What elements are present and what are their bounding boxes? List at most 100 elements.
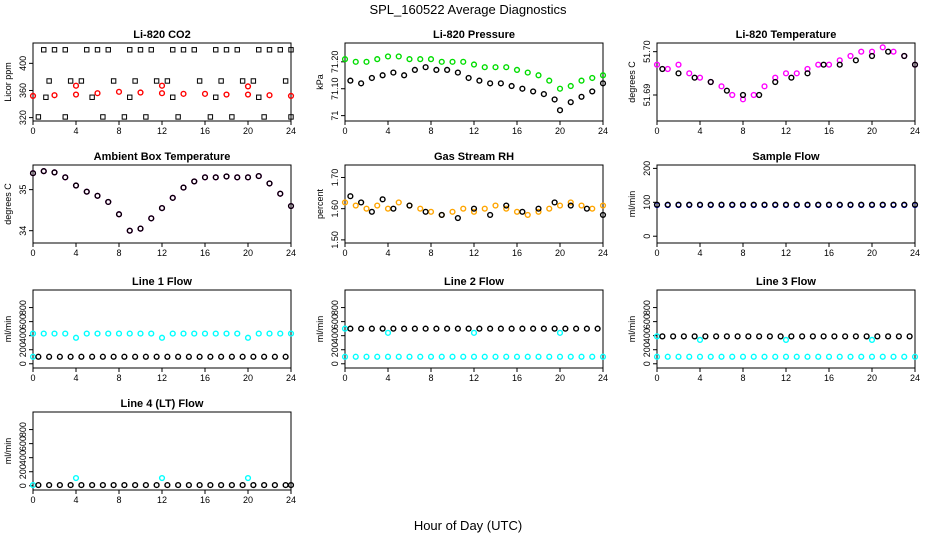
data-point	[777, 333, 784, 340]
data-point	[40, 168, 47, 175]
data-point	[67, 481, 74, 489]
panel-title: Line 3 Flow	[756, 276, 816, 288]
figure-title: SPL_160522 Average Diagnostics	[369, 2, 567, 17]
data-point	[868, 353, 876, 360]
data-point	[127, 47, 133, 53]
data-point	[115, 330, 123, 337]
data-point	[761, 83, 768, 90]
y-tick-label: 200	[18, 342, 28, 357]
data-point	[352, 58, 359, 65]
x-tick-label: 24	[598, 248, 608, 258]
x-tick-label: 4	[73, 248, 78, 258]
x-tick-label: 0	[342, 373, 347, 383]
y-tick-label: 320	[18, 110, 28, 125]
data-point	[282, 353, 289, 360]
data-point	[562, 325, 569, 332]
x-tick-label: 0	[30, 495, 35, 505]
plot-frame	[344, 289, 604, 369]
data-point	[363, 353, 370, 360]
data-point	[599, 202, 607, 209]
data-point	[417, 56, 424, 63]
data-point	[433, 325, 440, 332]
data-point	[535, 353, 542, 360]
data-point	[890, 201, 897, 208]
x-tick-label: 16	[200, 248, 210, 258]
data-point	[513, 66, 521, 73]
y-axis-label: ml/min	[3, 438, 13, 465]
data-point	[110, 481, 117, 489]
y-tick-label: 100	[642, 195, 652, 210]
data-point	[530, 88, 537, 95]
data-point	[395, 353, 402, 360]
y-tick-label: 0	[642, 361, 652, 366]
data-point	[191, 330, 198, 337]
data-point	[815, 201, 822, 208]
data-point	[460, 353, 467, 360]
data-point	[56, 353, 63, 360]
data-point	[62, 114, 68, 120]
data-point	[170, 94, 176, 100]
data-point	[551, 96, 558, 103]
data-point	[72, 182, 80, 189]
data-point	[519, 325, 526, 332]
y-axis-label: ml/min	[315, 316, 325, 343]
x-tick-label: 12	[157, 373, 167, 383]
y-tick-label: 71.20	[330, 51, 340, 74]
data-point	[212, 174, 219, 181]
data-point	[433, 66, 440, 73]
data-point	[481, 205, 488, 212]
data-point	[148, 47, 154, 53]
panel-title: Line 2 Flow	[444, 276, 504, 288]
data-point	[659, 65, 666, 73]
data-point	[41, 47, 47, 53]
data-point	[148, 330, 155, 337]
data-point	[788, 74, 795, 81]
data-point	[379, 196, 386, 203]
x-tick-label: 20	[867, 373, 877, 383]
data-point	[277, 330, 284, 337]
data-point	[94, 330, 101, 337]
data-point	[196, 481, 203, 489]
data-point	[874, 333, 881, 340]
data-point	[341, 199, 349, 206]
data-point	[772, 201, 779, 208]
data-point	[879, 353, 886, 360]
data-point	[535, 208, 542, 215]
data-point	[35, 114, 42, 120]
data-point	[51, 169, 58, 176]
data-point	[567, 82, 574, 90]
data-point	[62, 47, 68, 53]
data-point	[62, 330, 69, 337]
y-tick-label: 1.70	[330, 169, 340, 187]
data-point	[454, 69, 461, 76]
data-point	[72, 91, 80, 98]
data-point	[438, 211, 445, 219]
data-point	[56, 481, 63, 489]
y-tick-label: 0	[18, 361, 28, 366]
y-axis-label: degrees C	[3, 183, 13, 225]
y-tick-label: 1.60	[330, 200, 340, 218]
data-point	[218, 481, 225, 489]
x-tick-label: 12	[781, 248, 791, 258]
data-point	[358, 325, 365, 332]
data-point	[358, 80, 365, 87]
x-tick-label: 0	[654, 373, 659, 383]
x-tick-label: 20	[243, 373, 253, 383]
data-point	[261, 353, 268, 360]
x-tick-label: 4	[385, 248, 390, 258]
data-point	[158, 334, 166, 341]
y-tick-label: 71.10	[330, 77, 340, 100]
data-point	[524, 353, 531, 360]
data-point	[761, 353, 768, 360]
data-point	[411, 325, 418, 332]
data-point	[589, 353, 596, 360]
data-point	[180, 47, 187, 53]
data-point	[100, 114, 106, 120]
data-point	[847, 201, 854, 208]
panel-4: Gas Stream RH 0 4 8 12 16 20 24 1.50 1.60 1.70 perc…	[315, 151, 608, 258]
data-point	[718, 353, 725, 360]
data-point	[191, 47, 197, 53]
data-point	[852, 333, 859, 340]
plot-frame	[32, 42, 292, 122]
data-point	[551, 325, 558, 332]
